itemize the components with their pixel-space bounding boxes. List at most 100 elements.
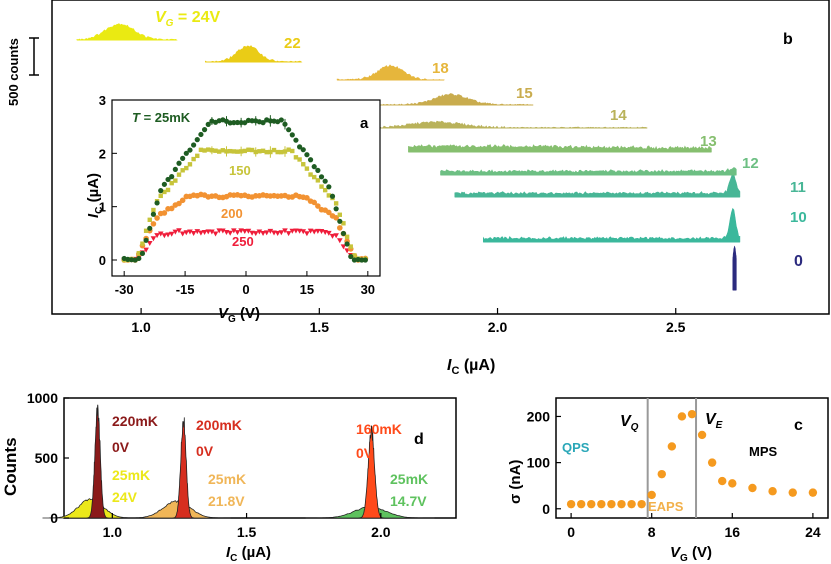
data-point — [311, 199, 318, 206]
data-point — [362, 257, 368, 263]
data-point — [169, 174, 175, 180]
series-label: 22 — [284, 35, 301, 52]
data-point — [322, 178, 328, 184]
data-point — [180, 168, 185, 173]
data-point — [252, 231, 259, 237]
data-point — [293, 137, 299, 143]
data-point — [337, 225, 343, 231]
data-point — [154, 233, 160, 239]
data-point — [198, 147, 204, 153]
data-point — [728, 479, 737, 488]
series-label: VG = 24V — [155, 9, 220, 29]
region-label-vq-sub: Q — [631, 422, 639, 433]
region-label-ve-main: V — [705, 411, 717, 428]
data-point — [183, 150, 189, 156]
data-point — [165, 176, 171, 183]
data-point — [348, 253, 354, 260]
panel-c-ticks: 0 8 16 24 0 100 200 — [527, 408, 821, 540]
data-point — [157, 231, 164, 237]
histogram-vg-14 — [335, 120, 648, 129]
data-point — [198, 131, 204, 138]
data-point — [304, 152, 310, 158]
data-point — [161, 181, 167, 187]
panel-a-ticks: -30 -15 0 15 30 0 1 2 3 — [99, 93, 375, 297]
panel-c-xlabel: VG (V) — [670, 544, 712, 564]
data-point — [274, 231, 281, 237]
y-tick-label: 0 — [542, 501, 550, 517]
region-label-ve: VE — [705, 411, 723, 431]
panel-b-xlabel: IC (µA) — [447, 357, 495, 377]
panel-a-xlabel-unit: (V) — [236, 305, 260, 322]
data-point — [139, 250, 146, 257]
data-point — [176, 200, 182, 207]
data-point — [202, 148, 207, 153]
data-point — [150, 211, 157, 217]
data-point — [235, 149, 240, 154]
data-point — [179, 231, 186, 237]
histogram-vg-15 — [354, 93, 534, 106]
x-tick-label: 2.0 — [371, 524, 391, 540]
data-point — [297, 144, 303, 150]
data-point — [307, 157, 314, 163]
y-tick-label: 0 — [50, 510, 58, 526]
data-point — [165, 187, 171, 193]
panel-c-xlabel-main: V — [670, 544, 682, 561]
data-point — [627, 499, 636, 509]
panel-a-ylabel-main: I — [85, 213, 102, 218]
series-label-gate: 0V — [356, 445, 374, 461]
data-point — [788, 488, 797, 497]
data-point — [566, 499, 576, 509]
panel-c-xlabel-unit: (V) — [688, 544, 712, 561]
x-tick-label: 2.5 — [666, 319, 686, 335]
data-point — [234, 230, 241, 236]
data-point — [162, 189, 167, 195]
x-tick-label: 1.0 — [103, 524, 123, 540]
data-point — [311, 229, 318, 235]
series-label-temperature: 25mK — [390, 471, 428, 487]
x-tick-label: 1.5 — [310, 319, 330, 335]
region-label-mps: MPS — [749, 444, 778, 459]
data-point — [275, 149, 280, 155]
histogram — [123, 500, 231, 519]
panel-b-frame — [51, 0, 830, 315]
data-point — [249, 147, 255, 153]
region-label-vq-main: V — [620, 413, 632, 430]
panel-a: -30 -15 0 15 30 0 1 2 3 T = 25mK 150 200 250 a IC (… — [85, 93, 381, 325]
series-label: 13 — [700, 133, 717, 150]
data-point — [165, 232, 171, 238]
data-point — [267, 228, 274, 234]
histogram-vg-13 — [408, 143, 712, 153]
panel-b-x-ticks: 1.0 1.5 2.0 2.5 — [131, 308, 686, 335]
series-label: 18 — [432, 60, 449, 77]
data-point — [151, 207, 156, 213]
data-point — [143, 228, 149, 233]
data-point — [647, 490, 656, 500]
series-label: 14 — [610, 107, 627, 124]
series-label-gate: 21.8V — [208, 493, 245, 509]
data-point — [311, 164, 317, 170]
panel-a-points — [121, 115, 369, 263]
data-point — [216, 228, 222, 234]
y-tick-label: 2 — [99, 146, 106, 161]
data-point — [337, 218, 343, 224]
data-point — [326, 230, 332, 236]
panel-a-xlabel-sub: G — [228, 314, 236, 325]
x-tick-label: 30 — [361, 282, 375, 297]
data-point — [260, 120, 266, 126]
series-label-temperature: 25mK — [112, 467, 150, 483]
histogram — [42, 497, 140, 519]
data-point — [289, 228, 296, 234]
region-label-qps: QPS — [562, 440, 590, 455]
data-point — [176, 160, 182, 166]
data-point — [315, 178, 321, 183]
histogram-vg-24 — [76, 23, 178, 41]
data-point — [209, 229, 215, 235]
data-point — [282, 228, 288, 234]
data-point — [315, 203, 321, 209]
data-point — [217, 149, 222, 154]
region-label-vq: VQ — [620, 413, 639, 433]
panel-b-histograms — [76, 23, 741, 291]
data-point — [191, 156, 196, 162]
data-point — [587, 499, 596, 509]
